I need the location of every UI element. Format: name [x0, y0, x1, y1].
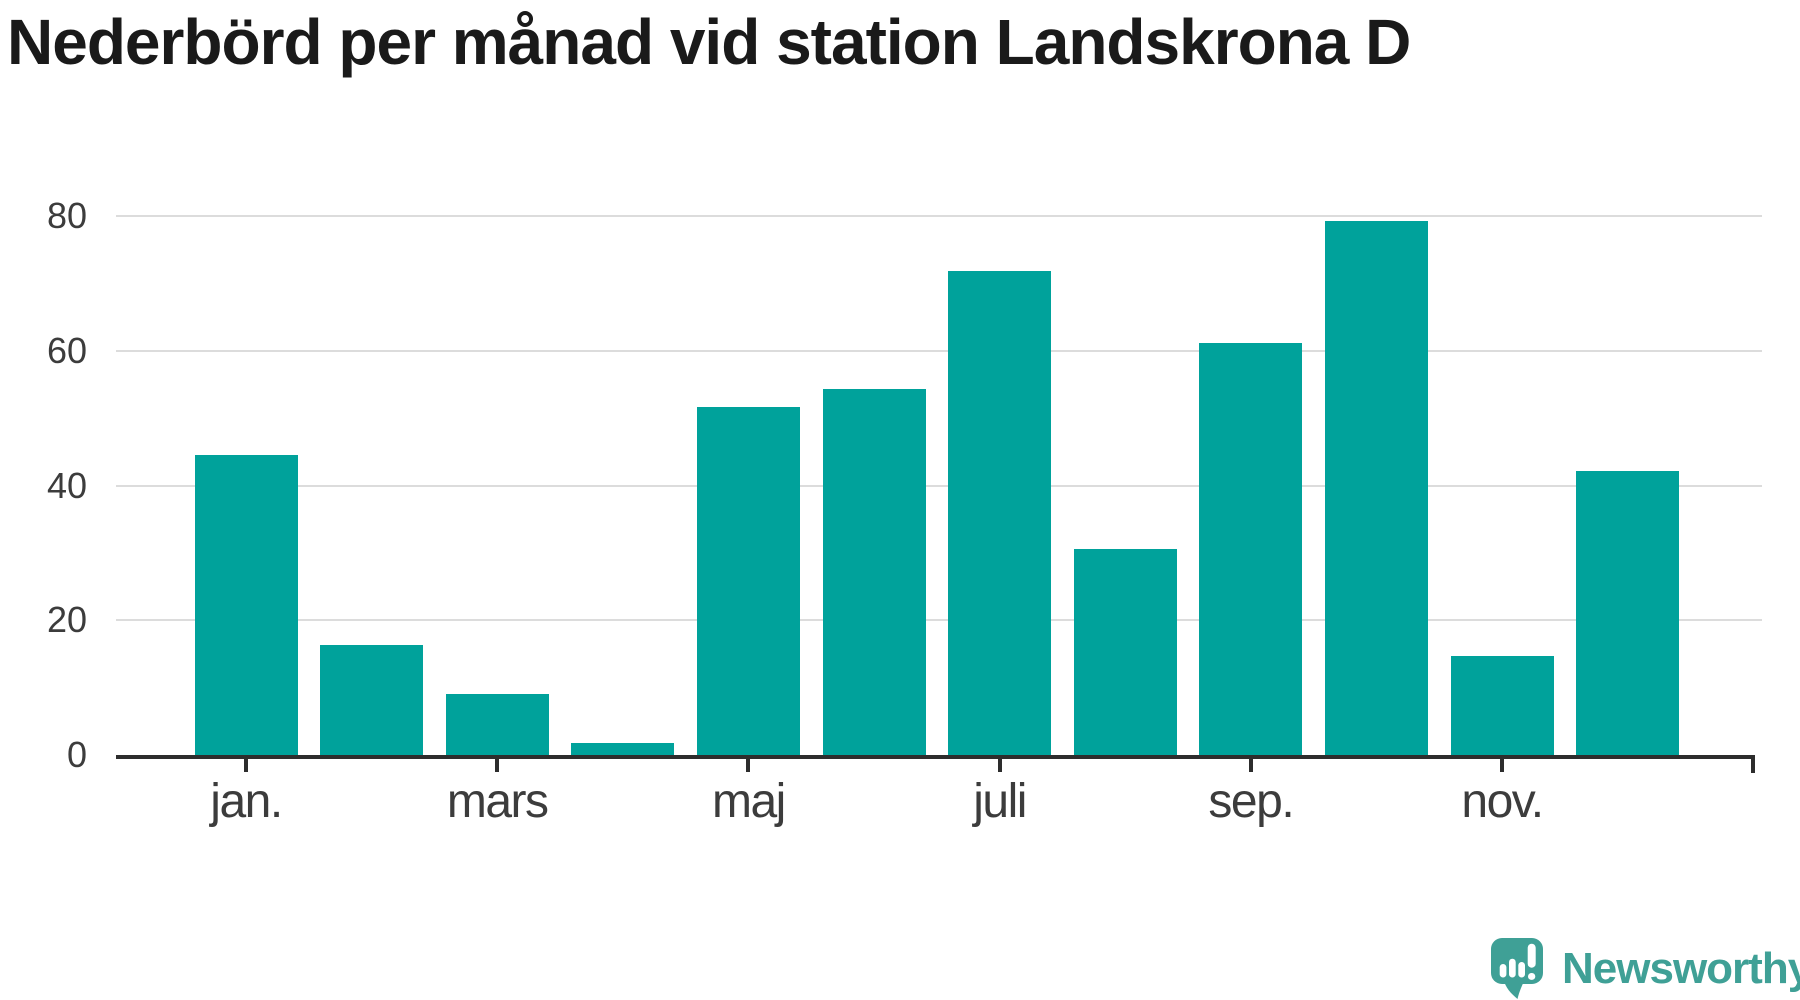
- x-axis-tick-label: nov.: [1461, 775, 1544, 828]
- bar-dec: [1576, 470, 1680, 755]
- bar-juni: [822, 389, 926, 755]
- bar-aug: [1073, 548, 1177, 755]
- gridline-y-40: [116, 484, 1762, 487]
- x-axis-tick-label: juli: [973, 775, 1027, 828]
- x-axis-tick: [1248, 759, 1253, 772]
- bar-nov: [1450, 655, 1554, 755]
- gridline-y-80: [116, 215, 1762, 217]
- x-axis-tick-label: maj: [711, 775, 786, 828]
- bar-okt: [1324, 221, 1428, 755]
- y-axis-tick-label: 20: [46, 599, 87, 641]
- bar-apr: [571, 742, 675, 755]
- newsworthy-wordmark: Newsworthy: [1562, 944, 1800, 993]
- bar-juli: [948, 271, 1052, 755]
- x-axis-tick-label: jan.: [210, 775, 283, 828]
- gridline-y-60: [116, 349, 1762, 352]
- newsworthy-speech-bubble-chart-icon: [1491, 938, 1543, 999]
- bar-mars: [445, 694, 549, 755]
- x-axis-line: [116, 755, 1755, 759]
- x-axis-tick: [1500, 759, 1504, 772]
- bar-feb: [320, 645, 424, 755]
- y-axis-tick-label: 0: [66, 734, 87, 775]
- x-axis-tick: [746, 759, 751, 772]
- y-axis-tick-label: 40: [46, 464, 87, 506]
- x-axis-tick-label: mars: [446, 775, 549, 828]
- bar-maj: [696, 407, 800, 755]
- x-axis-tick: [495, 759, 500, 772]
- y-axis-tick-label: 60: [46, 329, 87, 371]
- bar-jan: [194, 455, 298, 755]
- x-axis-tick-label: sep.: [1208, 775, 1294, 828]
- x-axis-end-tick: [1751, 755, 1755, 773]
- y-axis-tick-label: 80: [46, 195, 87, 236]
- bar-sep: [1199, 342, 1303, 755]
- x-axis-tick: [997, 759, 1002, 772]
- gridline-y-20: [116, 619, 1762, 622]
- chart-title: Nederbörd per månad vid station Landskro…: [7, 6, 1411, 78]
- x-axis-tick: [244, 759, 248, 772]
